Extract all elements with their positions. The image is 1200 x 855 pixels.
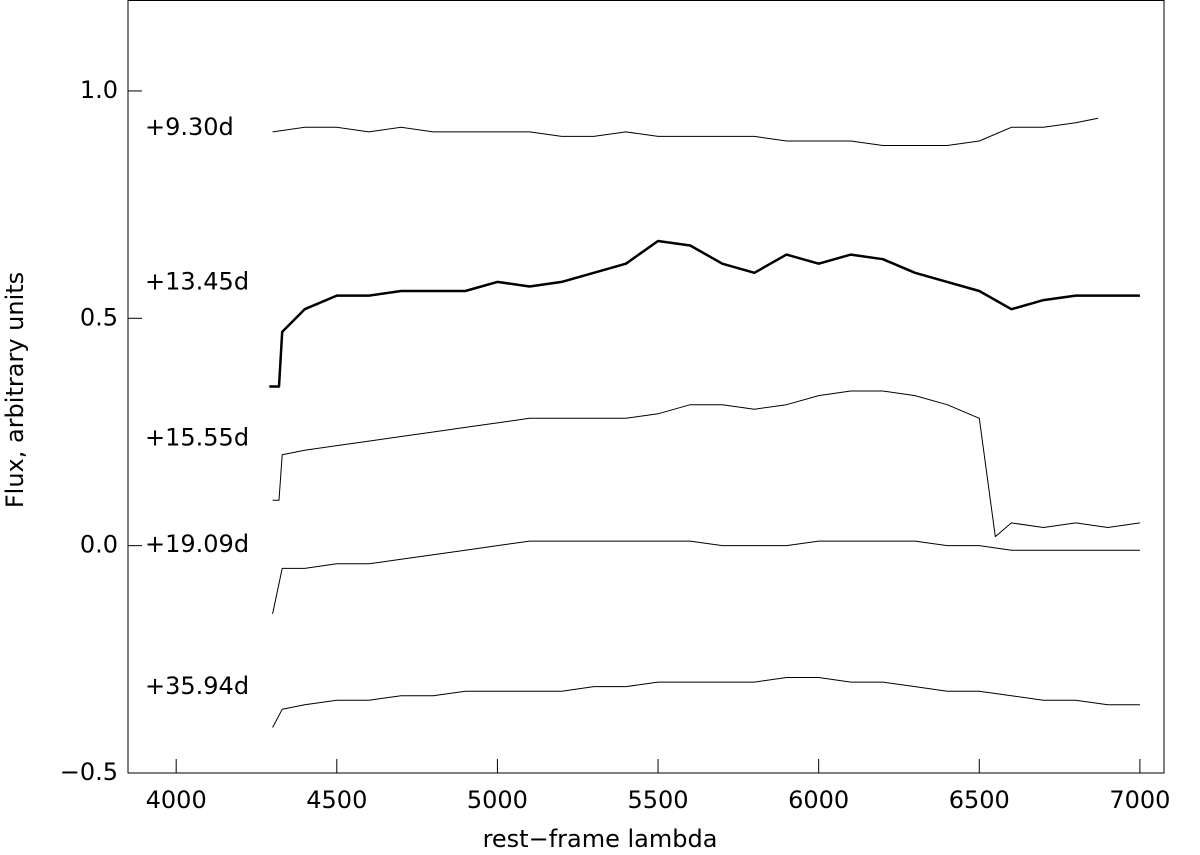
plot-frame — [127, 0, 1165, 774]
x-tick-label: 4000 — [146, 786, 207, 814]
x-axis-label: rest−frame lambda — [483, 825, 718, 853]
y-tick-label: 0.0 — [80, 531, 118, 559]
spectrum-line — [272, 677, 1140, 728]
y-tick-label: −0.5 — [60, 758, 118, 786]
x-tick-label: 4500 — [306, 786, 367, 814]
x-tick-label: 6500 — [949, 786, 1010, 814]
series-label: +35.94d — [145, 672, 249, 700]
y-tick-label: 1.0 — [80, 76, 118, 104]
spectrum-line — [269, 239, 1140, 388]
spectrum-line — [272, 390, 1140, 538]
x-tick-label: 5000 — [467, 786, 528, 814]
x-tick-label: 6000 — [788, 786, 849, 814]
series-label: +13.45d — [145, 268, 249, 296]
series-label: +9.30d — [145, 113, 234, 141]
spectrum-line — [272, 117, 1099, 146]
y-axis-label: Flux, arbitrary units — [1, 272, 29, 508]
series-label: +19.09d — [145, 530, 249, 558]
y-tick-label: 0.5 — [80, 303, 118, 331]
x-tick-label: 5500 — [628, 786, 689, 814]
spectrum-line — [272, 540, 1140, 615]
series-label: +15.55d — [145, 423, 249, 451]
x-tick-label: 7000 — [1109, 786, 1170, 814]
